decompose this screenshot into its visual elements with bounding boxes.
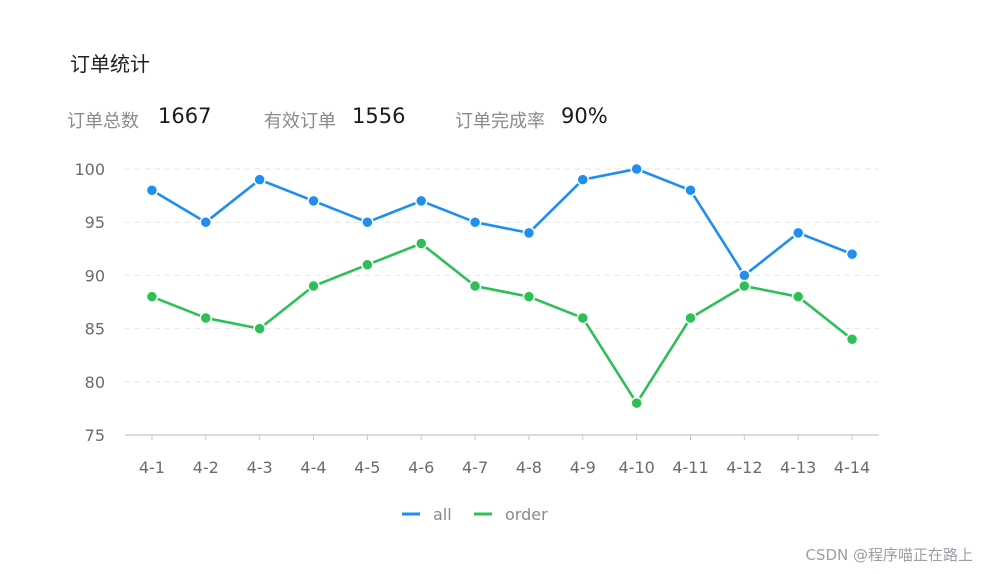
data-point-all[interactable] (361, 215, 374, 229)
grid-lines (125, 168, 879, 383)
x-tick-label: 4-11 (672, 458, 708, 477)
data-point-all[interactable] (414, 194, 428, 208)
stat-valid-orders-value: 1556 (352, 104, 406, 128)
data-point-order[interactable] (307, 279, 320, 293)
data-point-all[interactable] (199, 215, 213, 229)
x-tick-label: 4-3 (247, 458, 273, 477)
y-tick-label: 100 (74, 160, 105, 179)
data-point-all[interactable] (630, 162, 643, 176)
legend-label-order: order (505, 505, 548, 524)
data-point-all[interactable] (145, 184, 159, 197)
x-tick-label: 4-1 (139, 458, 165, 477)
stat-completion-rate-value: 90% (561, 104, 608, 128)
data-point-all[interactable] (791, 226, 805, 240)
legend-item-all[interactable]: all (402, 505, 452, 524)
data-point-all[interactable] (522, 226, 536, 240)
watermark-text: CSDN @程序喵正在路上 (805, 546, 973, 564)
data-point-all[interactable] (253, 173, 266, 186)
y-tick-label: 85 (85, 320, 105, 339)
x-tick-label: 4-7 (462, 458, 488, 477)
data-point-order[interactable] (468, 279, 482, 293)
data-point-order[interactable] (414, 237, 428, 250)
page-title: 订单统计 (70, 52, 150, 76)
y-tick-label: 95 (85, 213, 105, 232)
data-point-order[interactable] (253, 322, 266, 335)
stat-completion-rate-label: 订单完成率 (455, 111, 545, 132)
x-tick-label: 4-6 (408, 458, 434, 477)
data-point-all[interactable] (684, 184, 697, 197)
stat-total-orders-label: 订单总数 (67, 111, 139, 132)
data-point-order[interactable] (199, 311, 213, 325)
data-point-order[interactable] (576, 311, 590, 325)
legend-item-order[interactable]: order (474, 505, 548, 524)
stat-total-orders-value: 1667 (158, 104, 212, 128)
data-point-order[interactable] (684, 311, 697, 325)
x-tick-label: 4-8 (516, 458, 542, 477)
x-tick-label: 4-2 (193, 458, 219, 477)
data-point-all[interactable] (845, 247, 859, 261)
y-tick-label: 80 (85, 373, 105, 392)
legend-label-all: all (433, 505, 452, 524)
legend[interactable]: all order (402, 505, 548, 524)
data-point-order[interactable] (361, 258, 374, 272)
axes: 75 80 85 90 95 100 4-1 4-2 4-3 4-4 4-5 4-6 4-7 4-8 4-9… (74, 160, 879, 477)
series-line-all (151, 167, 853, 277)
x-tick-label: 4-4 (300, 458, 326, 477)
data-point-all[interactable] (468, 215, 482, 229)
series-line-order (151, 242, 853, 405)
x-tick-label: 4-13 (780, 458, 816, 477)
data-point-order[interactable] (738, 279, 751, 293)
data-point-all[interactable] (738, 269, 751, 282)
data-point-order[interactable] (522, 290, 536, 303)
data-point-all[interactable] (576, 173, 590, 186)
data-point-order[interactable] (145, 290, 159, 303)
y-tick-label: 90 (85, 266, 105, 285)
y-tick-label: 75 (85, 426, 105, 445)
series (145, 162, 859, 410)
x-tick-label: 4-12 (726, 458, 762, 477)
data-point-order[interactable] (630, 396, 643, 410)
data-point-order[interactable] (845, 332, 859, 346)
x-tick-label: 4-9 (570, 458, 596, 477)
x-tick-label: 4-10 (618, 458, 654, 477)
data-point-all[interactable] (307, 194, 320, 208)
x-tick-label: 4-14 (834, 458, 870, 477)
stat-valid-orders-label: 有效订单 (264, 111, 336, 132)
data-point-order[interactable] (791, 290, 805, 303)
x-tick-label: 4-5 (354, 458, 380, 477)
